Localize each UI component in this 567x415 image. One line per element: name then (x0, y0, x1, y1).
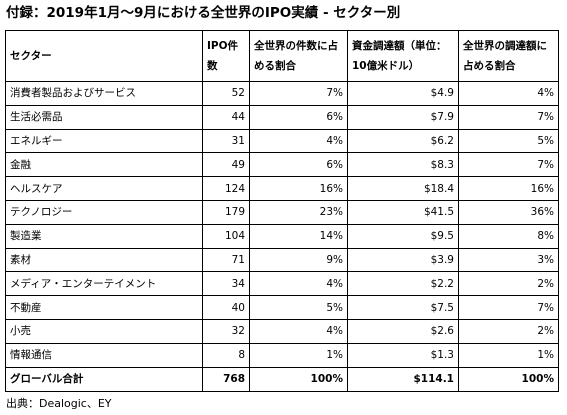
ipo-count-cell: 40 (202, 295, 250, 320)
share-count-cell: 4% (249, 128, 348, 154)
share-count-cell: 14% (249, 223, 348, 249)
proceeds-cell: $8.3 (347, 152, 459, 178)
share-proceeds-cell: 8% (458, 223, 559, 249)
ipo-count-cell: 104 (202, 223, 250, 249)
proceeds-cell: $7.5 (347, 295, 459, 320)
ipo-count-cell: 34 (202, 271, 250, 297)
table-row: 生活必需品 44 6% $7.9 7% (5, 104, 559, 130)
share-count-cell: 23% (249, 199, 348, 225)
proceeds-cell: $7.9 (347, 104, 459, 130)
proceeds-cell: $2.6 (347, 318, 459, 344)
table-row: ヘルスケア 124 16% $18.4 16% (5, 176, 559, 201)
share-proceeds-cell: 2% (458, 318, 559, 344)
sector-cell: メディア・エンターテイメント (5, 271, 203, 297)
share-count-cell: 6% (249, 104, 348, 130)
share-count-cell: 16% (249, 176, 348, 201)
total-label: グローバル合計 (5, 366, 203, 392)
sector-cell: 金融 (5, 152, 203, 178)
total-row: グローバル合計 768 100% $114.1 100% (5, 366, 559, 392)
share-count-cell: 9% (249, 247, 348, 273)
sector-cell: エネルギー (5, 128, 203, 154)
proceeds-cell: $41.5 (347, 199, 459, 225)
table-row: 金融 49 6% $8.3 7% (5, 152, 559, 178)
share-count-cell: 7% (249, 81, 348, 106)
table-header-row: セクター IPO件数 全世界の件数に占める割合 資金調達額（単位：10億米ドル）… (5, 30, 559, 82)
header-share-count: 全世界の件数に占める割合 (249, 30, 348, 82)
total-ipo: 768 (202, 366, 250, 392)
ipo-count-cell: 49 (202, 152, 250, 178)
table-row: 不動産 40 5% $7.5 7% (5, 295, 559, 320)
table-row: 小売 32 4% $2.6 2% (5, 318, 559, 344)
share-count-cell: 6% (249, 152, 348, 178)
header-ipo-count: IPO件数 (202, 30, 250, 82)
ipo-count-cell: 32 (202, 318, 250, 344)
sector-cell: 小売 (5, 318, 203, 344)
ipo-count-cell: 8 (202, 342, 250, 368)
sector-cell: 消費者製品およびサービス (5, 81, 203, 106)
header-sector: セクター (5, 30, 203, 82)
sector-cell: 素材 (5, 247, 203, 273)
share-count-cell: 4% (249, 271, 348, 297)
ipo-count-cell: 31 (202, 128, 250, 154)
sector-cell: 不動産 (5, 295, 203, 320)
source-note: 出典：Dealogic、EY (6, 397, 112, 410)
total-share-proceeds: 100% (458, 366, 559, 392)
ipo-count-cell: 71 (202, 247, 250, 273)
share-count-cell: 1% (249, 342, 348, 368)
proceeds-cell: $2.2 (347, 271, 459, 297)
page-title: 付録：2019年1月～9月における全世界のIPO実績 - セクター別 (6, 5, 401, 21)
proceeds-cell: $1.3 (347, 342, 459, 368)
share-proceeds-cell: 4% (458, 81, 559, 106)
ipo-count-cell: 44 (202, 104, 250, 130)
table-row: 消費者製品およびサービス 52 7% $4.9 4% (5, 81, 559, 106)
sector-cell: テクノロジー (5, 199, 203, 225)
table-row: エネルギー 31 4% $6.2 5% (5, 128, 559, 154)
table-row: 製造業 104 14% $9.5 8% (5, 223, 559, 249)
ipo-count-cell: 124 (202, 176, 250, 201)
table-row: テクノロジー 179 23% $41.5 36% (5, 199, 559, 225)
ipo-count-cell: 179 (202, 199, 250, 225)
table-row: メディア・エンターテイメント 34 4% $2.2 2% (5, 271, 559, 297)
share-proceeds-cell: 3% (458, 247, 559, 273)
share-proceeds-cell: 2% (458, 271, 559, 297)
sector-cell: 生活必需品 (5, 104, 203, 130)
proceeds-cell: $6.2 (347, 128, 459, 154)
header-share-proceeds: 全世界の調達額に占める割合 (458, 30, 559, 82)
share-count-cell: 5% (249, 295, 348, 320)
share-proceeds-cell: 7% (458, 152, 559, 178)
share-proceeds-cell: 5% (458, 128, 559, 154)
share-proceeds-cell: 7% (458, 104, 559, 130)
total-share-count: 100% (249, 366, 348, 392)
sector-cell: 製造業 (5, 223, 203, 249)
proceeds-cell: $9.5 (347, 223, 459, 249)
proceeds-cell: $4.9 (347, 81, 459, 106)
share-proceeds-cell: 1% (458, 342, 559, 368)
share-proceeds-cell: 36% (458, 199, 559, 225)
ipo-sector-table: セクター IPO件数 全世界の件数に占める割合 資金調達額（単位：10億米ドル）… (5, 30, 559, 392)
share-proceeds-cell: 7% (458, 295, 559, 320)
total-proceeds: $114.1 (347, 366, 459, 392)
share-count-cell: 4% (249, 318, 348, 344)
proceeds-cell: $18.4 (347, 176, 459, 201)
table-row: 情報通信 8 1% $1.3 1% (5, 342, 559, 368)
proceeds-cell: $3.9 (347, 247, 459, 273)
header-proceeds: 資金調達額（単位：10億米ドル） (347, 30, 459, 82)
share-proceeds-cell: 16% (458, 176, 559, 201)
sector-cell: 情報通信 (5, 342, 203, 368)
sector-cell: ヘルスケア (5, 176, 203, 201)
ipo-count-cell: 52 (202, 81, 250, 106)
table-row: 素材 71 9% $3.9 3% (5, 247, 559, 273)
